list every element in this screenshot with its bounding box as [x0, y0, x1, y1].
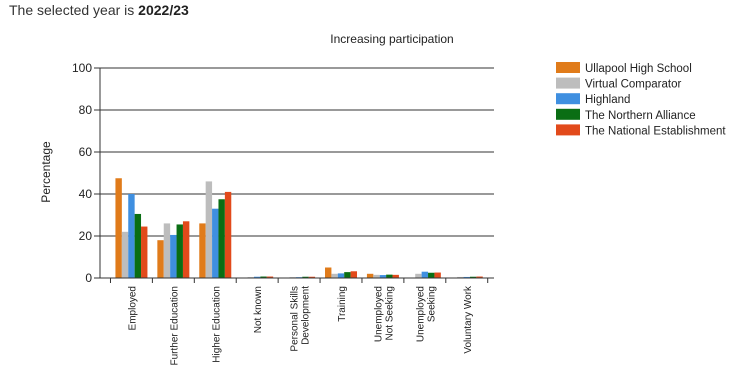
bar — [344, 272, 351, 278]
bar — [224, 191, 232, 278]
bar — [373, 274, 380, 278]
y-tick-label: 20 — [79, 229, 93, 243]
legend-swatch — [556, 124, 580, 136]
legend-label: The National Establishment — [585, 125, 726, 137]
x-category-label: Not Seeking — [384, 286, 395, 340]
bar — [469, 276, 477, 278]
legend-swatch — [556, 93, 580, 105]
bar — [212, 208, 219, 278]
legend-label: Ullapool High School — [585, 63, 692, 75]
x-category-label: Employed — [127, 286, 138, 330]
y-tick-label: 0 — [85, 271, 92, 285]
x-category-label: Further Education — [169, 286, 180, 366]
x-category-label: Not known — [253, 286, 264, 333]
bar — [253, 276, 261, 278]
y-axis-ticks: 0 20 40 60 80 100 — [72, 61, 100, 285]
y-tick-label: 100 — [72, 61, 92, 75]
bar — [476, 276, 483, 278]
legend-label: The Northern Alliance — [585, 110, 696, 122]
bar — [176, 224, 183, 278]
bar — [379, 275, 387, 278]
legend-swatch — [556, 77, 580, 89]
chart-bars — [115, 178, 483, 278]
bar — [260, 276, 267, 278]
bar — [386, 274, 393, 278]
bar — [457, 276, 464, 278]
x-category-label: Training — [337, 286, 348, 322]
bar — [121, 231, 129, 278]
chart-axes — [99, 68, 494, 279]
bar — [463, 276, 470, 278]
bar — [266, 276, 274, 278]
bar — [337, 273, 345, 278]
bar — [170, 234, 177, 278]
y-axis-label: Percentage — [39, 141, 53, 203]
bar — [134, 213, 142, 278]
legend-swatch — [556, 108, 580, 120]
x-category-label: Personal Skills — [290, 286, 301, 352]
bar — [421, 271, 429, 278]
bar — [428, 272, 435, 278]
bar — [141, 226, 148, 278]
y-tick-label: 60 — [79, 145, 93, 159]
x-axis-categories: Employed Further Education Higher Educatio… — [109, 278, 489, 366]
bar — [128, 194, 135, 278]
bar — [331, 273, 338, 278]
chart-legend: Ullapool High School Virtual Comparator Hi… — [556, 62, 726, 137]
legend-swatch — [556, 62, 580, 73]
bar — [392, 274, 399, 278]
x-category-label: Unemployed — [373, 286, 384, 342]
bar — [325, 267, 332, 278]
bar — [366, 273, 374, 278]
x-category-label: Higher Education — [211, 286, 222, 363]
bar — [308, 276, 316, 278]
bar — [115, 178, 122, 278]
chart-grid — [100, 67, 494, 237]
y-tick-label: 80 — [79, 103, 93, 117]
bar — [163, 223, 171, 278]
bar — [302, 276, 309, 278]
x-category-label: Seeking — [426, 286, 437, 322]
bar — [350, 271, 358, 278]
selected-year-value: 2022/23 — [138, 2, 189, 18]
bar — [415, 273, 422, 278]
bar — [218, 199, 225, 278]
x-category-label: Development — [301, 286, 312, 345]
bar — [199, 223, 206, 278]
x-category-label: Unemployed — [415, 286, 426, 342]
y-tick-label: 40 — [79, 187, 93, 201]
selected-year-text: The selected year is 2022/23 — [9, 2, 189, 18]
legend-label: Highland — [585, 94, 630, 106]
bar — [205, 181, 213, 278]
x-category-label: Voluntary Work — [463, 285, 474, 354]
chart-title: Increasing participation — [330, 32, 453, 46]
bar — [157, 240, 164, 278]
bar — [434, 272, 441, 278]
legend-label: Virtual Comparator — [585, 79, 681, 91]
selected-year-prefix: The selected year is — [9, 2, 139, 18]
bar — [182, 221, 190, 278]
